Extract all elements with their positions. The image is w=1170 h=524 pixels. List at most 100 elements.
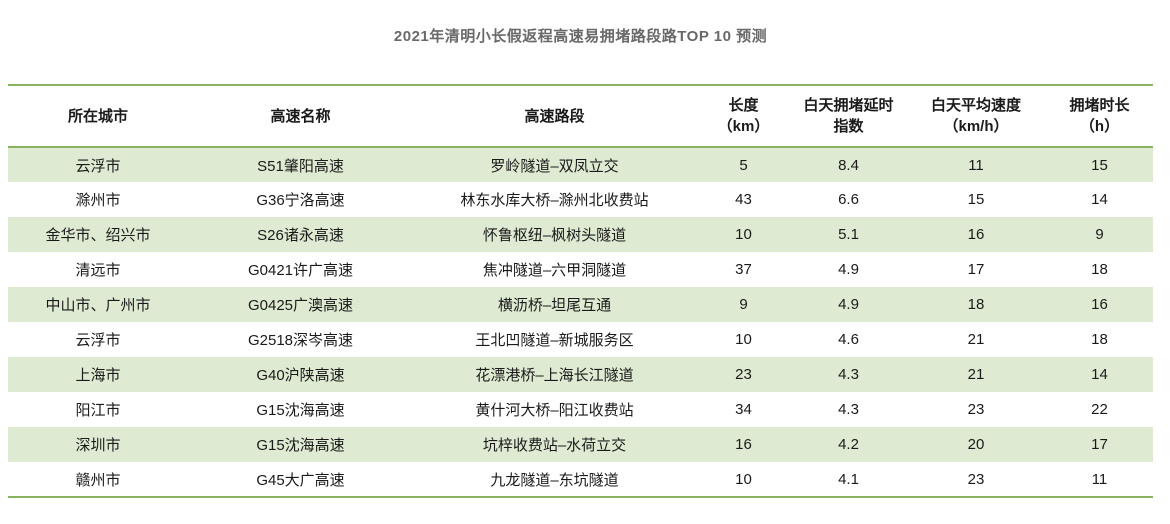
length-cell: 9: [739, 296, 748, 313]
highway-section-cell: 花漂港桥–上海长江隧道: [475, 367, 634, 384]
table-row: 中山市、广州市 G0425广澳高速 横沥桥–坦尾互通 9 4.9 18 16: [8, 287, 1153, 322]
table-header-row: 所在城市 高速名称 高速路段 长度 （km） 白天拥堵延时 指数: [8, 85, 1153, 148]
col-header-highway-section-line1: 高速路段: [524, 107, 585, 125]
length-cell: 10: [735, 470, 752, 488]
city-cell: 上海市: [75, 367, 121, 384]
delay-index-cell: 6.6: [838, 191, 859, 208]
highway-section-cell: 王北凹隧道–新城服务区: [475, 332, 634, 349]
col-header-average-speed-line2: （km/h）: [943, 118, 1009, 135]
col-header-average-speed-line1: 白天平均速度: [930, 97, 1021, 114]
table-row: 清远市 G0421许广高速 焦冲隧道–六甲洞隧道 37 4.9 17 18: [8, 252, 1153, 287]
average-speed-cell: 21: [967, 366, 985, 383]
highway-name-cell: G0421许广高速: [247, 262, 354, 279]
table-header: 所在城市 高速名称 高速路段 长度 （km） 白天拥堵延时 指数: [8, 85, 1153, 148]
col-header-daytime-average-speed: 白天平均速度 （km/h）: [906, 85, 1046, 148]
highway-section-cell: 怀鲁枢纽–枫树头隧道: [482, 227, 627, 244]
col-header-length: 长度 （km）: [696, 85, 791, 148]
report-page: 2021年清明小长假返程高速易拥堵路段路TOP 10 预测 所在城市 高速名称: [0, 25, 1170, 498]
city-cell: 中山市、广州市: [45, 297, 151, 314]
col-header-congestion-duration-line1: 拥堵时长: [1069, 97, 1130, 114]
highway-section-cell: 焦冲隧道–六甲洞隧道: [482, 262, 627, 279]
city-cell: 清远市: [75, 262, 121, 279]
duration-cell: 9: [1095, 226, 1104, 243]
duration-cell: 11: [1091, 470, 1108, 488]
highway-section-cell: 横沥桥–坦尾互通: [497, 297, 612, 314]
table-row: 阳江市 G15沈海高速 黄什河大桥–阳江收费站 34 4.3 23 22: [8, 392, 1153, 427]
table-body: 云浮市 S51肇阳高速 罗岭隧道–双凤立交 5 8.4 11 15 滁州市 G36宁洛高速 林东水…: [8, 147, 1153, 497]
duration-cell: 18: [1091, 331, 1108, 348]
delay-index-cell: 4.9: [838, 296, 859, 313]
city-cell: 滁州市: [75, 192, 121, 209]
col-header-highway-name: 高速名称: [188, 85, 413, 148]
average-speed-cell: 15: [967, 191, 985, 208]
average-speed-cell: 20: [967, 436, 985, 453]
length-cell: 16: [735, 436, 752, 453]
length-cell: 34: [735, 401, 752, 418]
duration-cell: 22: [1091, 401, 1108, 418]
highway-name-cell: S51肇阳高速: [257, 157, 344, 175]
highway-section-cell: 罗岭隧道–双凤立交: [490, 157, 619, 175]
average-speed-cell: 18: [967, 296, 985, 313]
table-row: 云浮市 G2518深岑高速 王北凹隧道–新城服务区 10 4.6 21 18: [8, 322, 1153, 357]
highway-section-cell: 林东水库大桥–滁州北收费站: [460, 192, 649, 209]
city-cell: 云浮市: [75, 332, 121, 349]
table-row: 云浮市 S51肇阳高速 罗岭隧道–双凤立交 5 8.4 11 15: [8, 147, 1153, 182]
table-row: 深圳市 G15沈海高速 坑梓收费站–水荷立交 16 4.2 20 17: [8, 427, 1153, 462]
table-row: 滁州市 G36宁洛高速 林东水库大桥–滁州北收费站 43 6.6 15 14: [8, 182, 1153, 217]
average-speed-cell: 17: [967, 261, 985, 278]
city-cell: 云浮市: [75, 157, 121, 175]
average-speed-cell: 23: [967, 401, 985, 418]
delay-index-cell: 4.3: [838, 366, 859, 383]
city-cell: 阳江市: [75, 402, 121, 419]
page-title: 2021年清明小长假返程高速易拥堵路段路TOP 10 预测: [393, 28, 768, 45]
col-header-city-line1: 所在城市: [67, 107, 128, 125]
highway-name-cell: G15沈海高速: [256, 402, 345, 419]
length-cell: 5: [739, 156, 748, 174]
city-cell: 赣州市: [75, 471, 121, 489]
duration-cell: 14: [1091, 191, 1108, 208]
col-header-delay-index-line2: 指数: [833, 118, 864, 135]
duration-cell: 17: [1091, 436, 1108, 453]
col-header-city: 所在城市: [8, 85, 188, 148]
duration-cell: 14: [1091, 366, 1108, 383]
highway-section-cell: 黄什河大桥–阳江收费站: [475, 402, 634, 419]
col-header-daytime-congestion-delay-index: 白天拥堵延时 指数: [791, 85, 906, 148]
highway-name-cell: G40沪陕高速: [256, 367, 345, 384]
length-cell: 10: [735, 226, 752, 243]
delay-index-cell: 4.3: [838, 401, 859, 418]
table-row: 赣州市 G45大广高速 九龙隧道–东坑隧道 10 4.1 23 11: [8, 462, 1153, 497]
delay-index-cell: 4.2: [838, 436, 859, 453]
highway-name-cell: G15沈海高速: [256, 437, 345, 454]
delay-index-cell: 4.9: [838, 261, 859, 278]
col-header-highway-name-line1: 高速名称: [270, 107, 331, 125]
length-cell: 43: [735, 191, 752, 208]
delay-index-cell: 4.6: [838, 331, 859, 348]
average-speed-cell: 16: [967, 226, 985, 243]
highway-name-cell: G45大广高速: [256, 471, 345, 489]
table-row: 上海市 G40沪陕高速 花漂港桥–上海长江隧道 23 4.3 21 14: [8, 357, 1153, 392]
highway-name-cell: G36宁洛高速: [256, 192, 345, 209]
col-header-length-line1: 长度: [728, 97, 759, 114]
delay-index-cell: 5.1: [838, 226, 859, 243]
duration-cell: 15: [1091, 156, 1108, 174]
congestion-table: 所在城市 高速名称 高速路段 长度 （km） 白天拥堵延时 指数: [8, 84, 1153, 498]
col-header-congestion-duration: 拥堵时长 （h）: [1046, 85, 1153, 148]
highway-name-cell: G0425广澳高速: [247, 297, 354, 314]
highway-section-cell: 九龙隧道–东坑隧道: [490, 471, 619, 489]
average-speed-cell: 11: [968, 156, 984, 174]
average-speed-cell: 23: [967, 470, 985, 488]
city-cell: 深圳市: [75, 437, 121, 454]
average-speed-cell: 21: [967, 331, 985, 348]
city-cell: 金华市、绍兴市: [45, 227, 151, 244]
delay-index-cell: 8.4: [838, 156, 859, 174]
table-row: 金华市、绍兴市 S26诸永高速 怀鲁枢纽–枫树头隧道 10 5.1 16 9: [8, 217, 1153, 252]
duration-cell: 18: [1091, 261, 1108, 278]
col-header-highway-section: 高速路段: [413, 85, 696, 148]
col-header-congestion-duration-line2: （h）: [1079, 118, 1120, 135]
length-cell: 23: [735, 366, 752, 383]
highway-name-cell: S26诸永高速: [257, 227, 344, 244]
highway-name-cell: G2518深岑高速: [247, 332, 354, 349]
duration-cell: 16: [1091, 296, 1108, 313]
length-cell: 10: [735, 331, 752, 348]
length-cell: 37: [735, 261, 752, 278]
